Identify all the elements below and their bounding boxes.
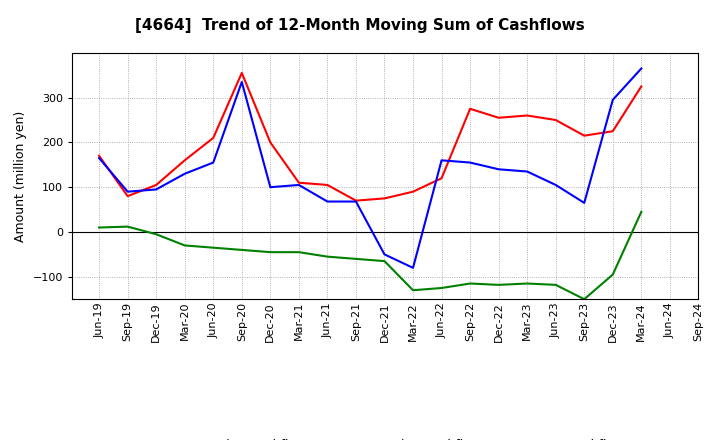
Investing Cashflow — [466, 281, 474, 286]
Free Cashflow — [437, 158, 446, 163]
Free Cashflow — [608, 97, 617, 103]
Free Cashflow — [209, 160, 217, 165]
Free Cashflow — [552, 182, 560, 187]
Operating Cashflow — [608, 128, 617, 134]
Operating Cashflow — [209, 135, 217, 140]
Operating Cashflow — [351, 198, 360, 203]
Free Cashflow — [123, 189, 132, 194]
Investing Cashflow — [351, 256, 360, 261]
Operating Cashflow — [580, 133, 588, 138]
Investing Cashflow — [580, 297, 588, 302]
Free Cashflow — [523, 169, 531, 174]
Operating Cashflow — [95, 153, 104, 158]
Investing Cashflow — [437, 286, 446, 291]
Operating Cashflow — [181, 158, 189, 163]
Operating Cashflow — [380, 196, 389, 201]
Investing Cashflow — [266, 249, 274, 255]
Operating Cashflow — [437, 176, 446, 181]
Operating Cashflow — [323, 182, 332, 187]
Free Cashflow — [409, 265, 418, 271]
Free Cashflow — [380, 252, 389, 257]
Operating Cashflow — [523, 113, 531, 118]
Free Cashflow — [323, 199, 332, 204]
Free Cashflow — [580, 200, 588, 205]
Investing Cashflow — [380, 258, 389, 264]
Free Cashflow — [95, 155, 104, 161]
Investing Cashflow — [209, 245, 217, 250]
Operating Cashflow — [466, 106, 474, 111]
Text: [4664]  Trend of 12-Month Moving Sum of Cashflows: [4664] Trend of 12-Month Moving Sum of C… — [135, 18, 585, 33]
Investing Cashflow — [181, 243, 189, 248]
Operating Cashflow — [238, 70, 246, 76]
Operating Cashflow — [552, 117, 560, 123]
Free Cashflow — [466, 160, 474, 165]
Investing Cashflow — [323, 254, 332, 259]
Free Cashflow — [495, 167, 503, 172]
Investing Cashflow — [152, 231, 161, 237]
Free Cashflow — [181, 171, 189, 176]
Investing Cashflow — [495, 282, 503, 287]
Operating Cashflow — [409, 189, 418, 194]
Investing Cashflow — [523, 281, 531, 286]
Free Cashflow — [238, 79, 246, 84]
Investing Cashflow — [552, 282, 560, 287]
Line: Investing Cashflow: Investing Cashflow — [99, 212, 642, 299]
Free Cashflow — [637, 66, 646, 71]
Investing Cashflow — [238, 247, 246, 253]
Investing Cashflow — [409, 288, 418, 293]
Operating Cashflow — [266, 140, 274, 145]
Free Cashflow — [152, 187, 161, 192]
Investing Cashflow — [95, 225, 104, 230]
Y-axis label: Amount (million yen): Amount (million yen) — [14, 110, 27, 242]
Operating Cashflow — [495, 115, 503, 121]
Investing Cashflow — [294, 249, 303, 255]
Free Cashflow — [266, 184, 274, 190]
Operating Cashflow — [294, 180, 303, 185]
Free Cashflow — [294, 182, 303, 187]
Line: Operating Cashflow: Operating Cashflow — [99, 73, 642, 201]
Operating Cashflow — [152, 182, 161, 187]
Legend: Operating Cashflow, Investing Cashflow, Free Cashflow: Operating Cashflow, Investing Cashflow, … — [141, 433, 629, 440]
Investing Cashflow — [123, 224, 132, 229]
Investing Cashflow — [608, 272, 617, 277]
Free Cashflow — [351, 199, 360, 204]
Investing Cashflow — [637, 209, 646, 214]
Line: Free Cashflow: Free Cashflow — [99, 69, 642, 268]
Operating Cashflow — [637, 84, 646, 89]
Operating Cashflow — [123, 194, 132, 199]
